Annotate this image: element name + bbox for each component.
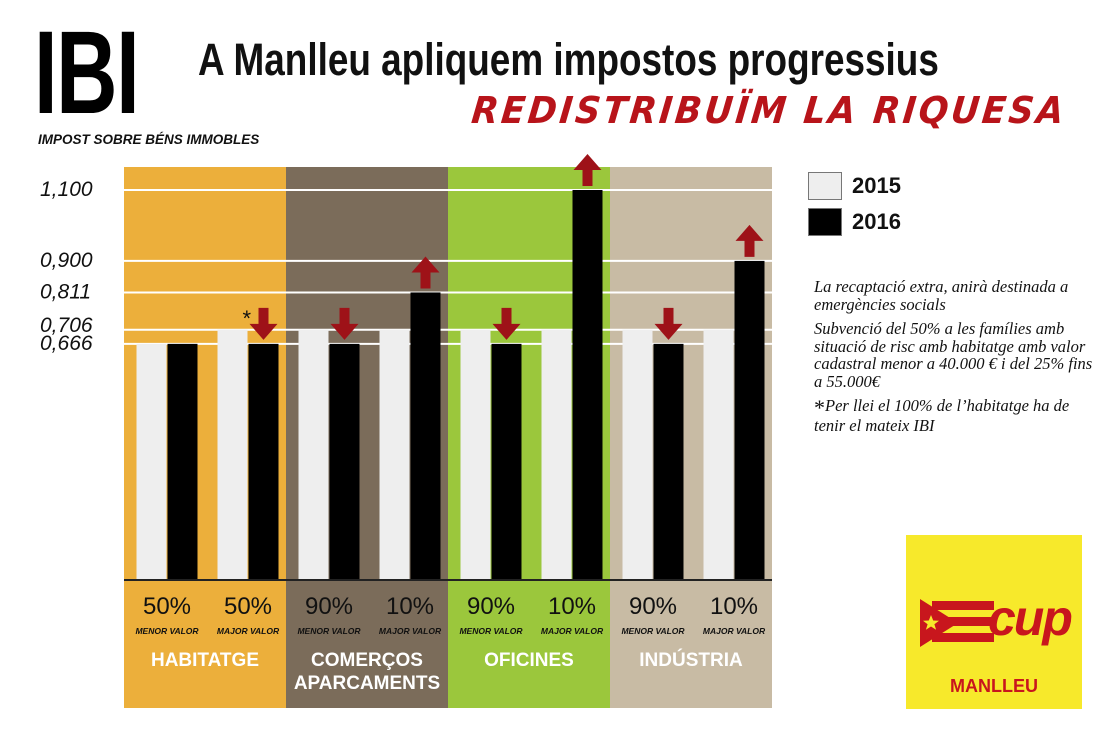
bar-2016 — [734, 260, 765, 580]
value-class-label: MAJOR VALOR — [703, 626, 766, 636]
category-label: INDÚSTRIA — [639, 649, 743, 671]
percent-label: 50% — [224, 593, 272, 620]
arrow-up-icon — [573, 154, 602, 186]
percent-label: 90% — [467, 593, 515, 620]
notes: La recaptació extra, anirà destinada a e… — [814, 278, 1104, 441]
value-class-label: MAJOR VALOR — [379, 626, 442, 636]
note-extra-revenue: La recaptació extra, anirà destinada a e… — [814, 277, 1069, 314]
y-tick-label: 0,666 — [40, 332, 93, 355]
legend-swatch-2016 — [808, 208, 842, 236]
bar-2015 — [703, 329, 734, 580]
legend-label-2015: 2015 — [852, 173, 901, 198]
logo-town: MANLLEU — [950, 676, 1038, 696]
bar-2015 — [622, 329, 653, 580]
percent-label: 10% — [710, 593, 758, 620]
note-star: * — [814, 395, 825, 420]
legend-item-2015: 2015 — [808, 170, 901, 202]
percent-label: 90% — [305, 593, 353, 620]
chart-legend: 2015 2016 — [808, 170, 901, 242]
arrow-down-icon — [330, 307, 359, 340]
legend-item-2016: 2016 — [808, 206, 901, 238]
value-class-label: MENOR VALOR — [297, 626, 361, 636]
bar-2016 — [329, 343, 360, 580]
note-subsidy: Subvenció del 50% a les famílies amb sit… — [814, 319, 1093, 391]
percent-label: 50% — [143, 593, 191, 620]
value-class-label: MAJOR VALOR — [217, 626, 280, 636]
ibi-subtitle: IMPOST SOBRE BÉNS IMMOBLES — [38, 132, 260, 147]
y-tick-label: 0,900 — [40, 249, 93, 272]
percent-label: 10% — [386, 593, 434, 620]
percent-label: 90% — [629, 593, 677, 620]
legend-swatch-2015 — [808, 172, 842, 200]
ibi-heading: IBI — [34, 7, 140, 139]
arrow-up-icon — [735, 224, 764, 257]
value-class-label: MENOR VALOR — [135, 626, 199, 636]
bar-2016 — [167, 343, 198, 580]
category-label: APARCAMENTS — [294, 673, 440, 694]
bar-2015 — [136, 343, 167, 580]
bar-2015 — [298, 329, 329, 580]
bar-2016 — [653, 343, 684, 580]
y-tick-label: 1,100 — [40, 178, 93, 201]
star-annotation: * — [243, 306, 252, 331]
bar-2016 — [572, 190, 603, 580]
bar-2016 — [410, 292, 441, 580]
bar-2016 — [248, 343, 279, 580]
cup-logo: cup MANLLEU — [906, 535, 1082, 709]
category-label: OFICINES — [484, 650, 574, 671]
legend-label-2016: 2016 — [852, 209, 901, 234]
bar-2015 — [541, 329, 572, 580]
page-title: A Manlleu apliquem impostos progressius — [198, 34, 939, 85]
logo-word: cup — [988, 590, 1073, 646]
percent-label: 10% — [548, 593, 596, 620]
arrow-down-icon — [654, 307, 683, 340]
y-tick-label: 0,811 — [40, 280, 91, 303]
arrow-down-icon — [492, 307, 521, 340]
note-law-text: Per llei el 100% de l’habitatge ha de te… — [814, 396, 1070, 435]
y-tick-label: 0,706 — [40, 314, 93, 337]
bar-2015 — [460, 329, 491, 580]
value-class-label: MAJOR VALOR — [541, 626, 604, 636]
note-law: *Per llei el 100% de l’habitatge ha de t… — [814, 397, 1104, 434]
category-label: COMERÇOS — [311, 650, 423, 671]
arrow-down-icon — [249, 307, 278, 340]
value-class-label: MENOR VALOR — [621, 626, 685, 636]
star-flag-icon — [920, 599, 994, 647]
category-label: HABITATGE — [151, 650, 259, 671]
arrow-up-icon — [411, 256, 440, 289]
value-class-label: MENOR VALOR — [459, 626, 523, 636]
bar-2015 — [379, 329, 410, 580]
bar-2015 — [217, 329, 248, 580]
bar-2016 — [491, 343, 522, 580]
